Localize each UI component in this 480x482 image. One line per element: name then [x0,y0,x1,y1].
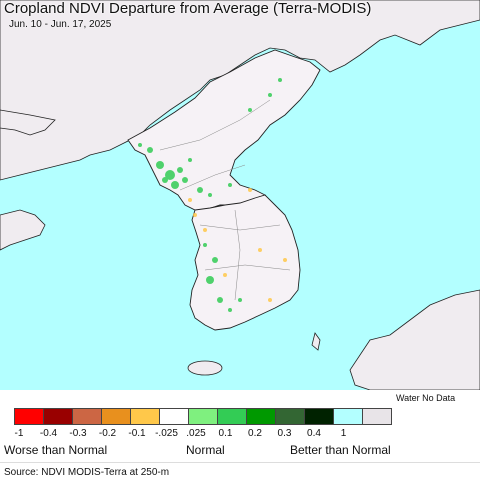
legend-swatch-class--0.1 [130,408,160,425]
legend-swatch-class--0.4 [43,408,73,425]
map-svg [0,0,480,390]
legend-swatch-class-normal [159,408,189,425]
legend-swatches [14,408,392,425]
legend-tick: -0.4 [39,428,58,439]
legend-swatch-no-data [362,408,392,425]
legend-tick: -0.3 [69,428,87,439]
legend-swatch-water [333,408,363,425]
legend-swatch-class-0.1 [217,408,247,425]
legend-tick: .025 [186,428,206,439]
liaodong-peninsula [0,109,56,136]
legend-tick: 1 [340,428,347,439]
tsushima-island [311,332,321,351]
cropland-yellow-patches [188,188,287,302]
cropland-green-patches [138,78,282,312]
legend-tick: -.025 [155,428,178,439]
legend-swatch-class--0.2 [101,408,131,425]
source-credit: Source: NDVI MODIS-Terra at 250-m [4,467,170,478]
legend-tick: -0.2 [98,428,117,439]
date-range: Jun. 10 - Jun. 17, 2025 [9,19,112,30]
legend-swatch-class-0.4 [304,408,334,425]
legend-tick: 0.3 [277,428,292,439]
south-korea [189,194,301,331]
divider [0,462,480,463]
legend-swatch-class-0.3 [275,408,305,425]
map-area: Cropland NDVI Departure from Average (Te… [0,0,480,390]
north-korea [127,49,321,211]
legend-tick: 0.2 [248,428,262,439]
legend-tick: 0.1 [218,428,233,439]
legend-worse-label: Worse than Normal [4,443,108,457]
japan [349,289,480,390]
legend-swatch-class--1 [14,408,44,425]
legend-swatch-class--0.3 [72,408,102,425]
page-title: Cropland NDVI Departure from Average (Te… [4,0,372,17]
legend-swatch-class-0.2 [246,408,276,425]
legend-better-label: Better than Normal [290,443,391,457]
legend-tick: -1 [14,428,24,439]
province-borders [159,99,291,301]
water-nodata-label: Water No Data [396,393,456,403]
legend-tick: 0.4 [307,428,321,439]
jeju-island [187,360,223,376]
legend-tick: -0.1 [128,428,146,439]
legend-normal-label: Normal [186,443,225,457]
legend-swatch-class-0.025 [188,408,218,425]
legend [0,390,480,482]
shandong-peninsula [0,209,46,251]
